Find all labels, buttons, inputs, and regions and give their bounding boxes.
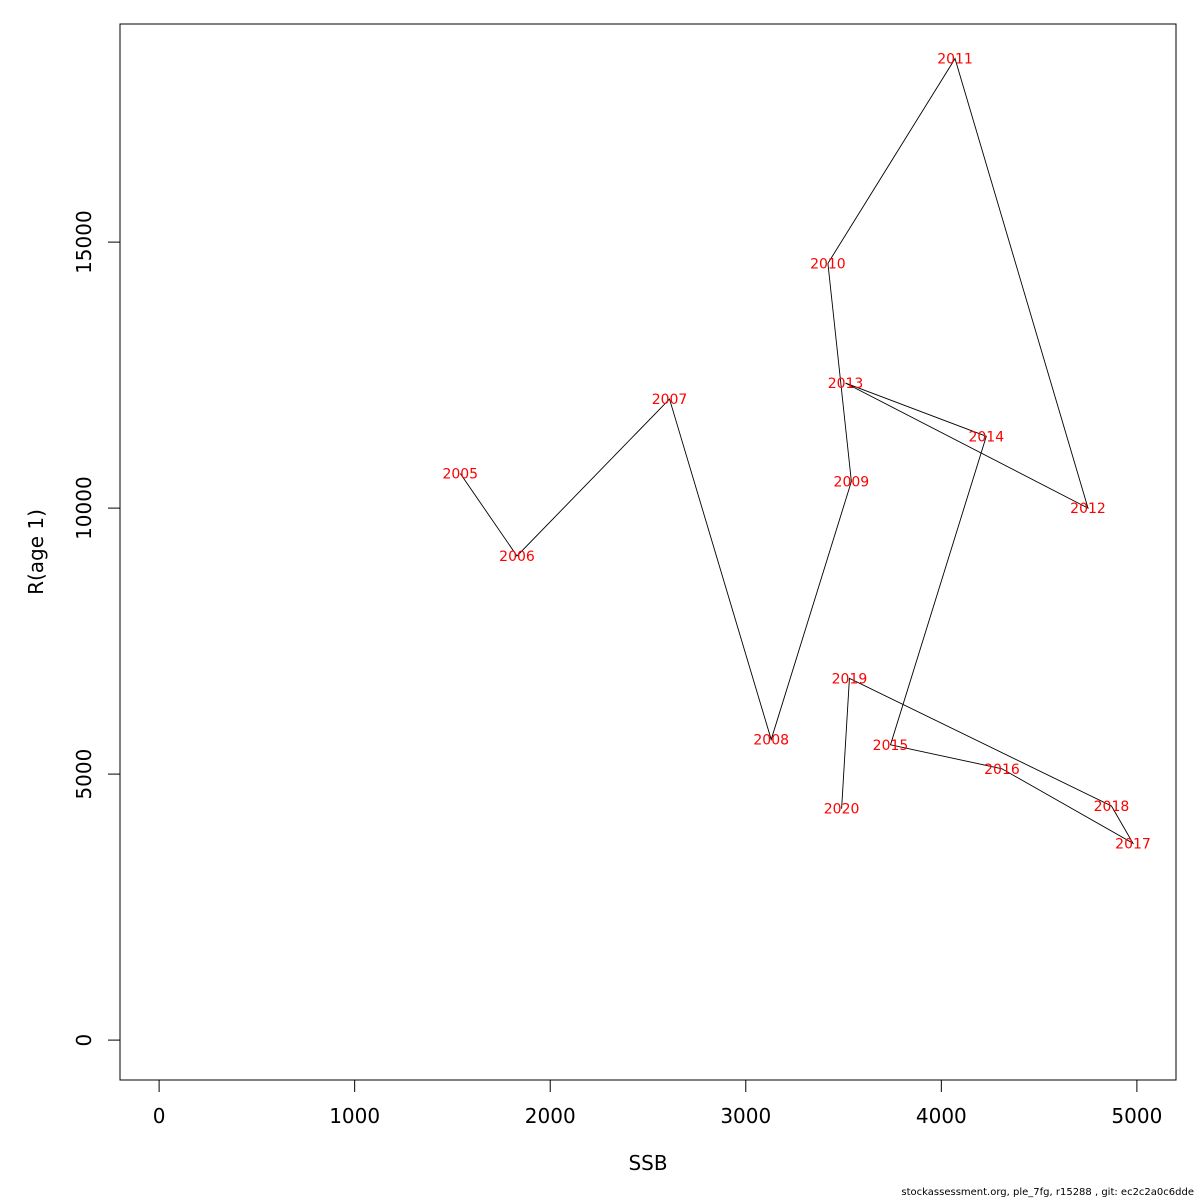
point-label-2007: 2007 bbox=[652, 392, 688, 408]
point-label-2006: 2006 bbox=[499, 549, 535, 565]
point-label-2010: 2010 bbox=[810, 256, 846, 272]
y-axis-label: R(age 1) bbox=[24, 509, 48, 595]
point-label-2018: 2018 bbox=[1094, 799, 1130, 815]
point-label-2013: 2013 bbox=[828, 376, 864, 392]
point-label-2008: 2008 bbox=[753, 733, 789, 749]
point-label-2020: 2020 bbox=[824, 802, 860, 818]
point-label-2017: 2017 bbox=[1115, 836, 1151, 852]
y-tick-label: 5000 bbox=[72, 749, 96, 800]
x-axis: 0 1000 2000 3000 4000 5000 bbox=[153, 1079, 1162, 1128]
point-label-2011: 2011 bbox=[937, 52, 973, 68]
x-tick-label: 5000 bbox=[1111, 1104, 1162, 1128]
x-tick-label: 1000 bbox=[329, 1104, 380, 1128]
y-tick-label: 15000 bbox=[72, 210, 96, 274]
series-path bbox=[459, 57, 1135, 845]
point-label-2016: 2016 bbox=[984, 762, 1020, 778]
footer-credit: stockassessment.org, ple_7fg, r15288 , g… bbox=[901, 1187, 1194, 1198]
plot-box bbox=[119, 23, 1177, 1081]
point-label-2014: 2014 bbox=[968, 429, 1004, 445]
x-tick-label: 2000 bbox=[525, 1104, 576, 1128]
y-axis: 0 5000 10000 15000 bbox=[72, 210, 121, 1047]
point-labels: 2005 2006 2007 2008 2009 2010 2011 2012 2013 2014… bbox=[442, 52, 1150, 853]
x-tick-label: 3000 bbox=[720, 1104, 771, 1128]
x-tick-label: 4000 bbox=[916, 1104, 967, 1128]
point-label-2009: 2009 bbox=[834, 475, 870, 491]
point-label-2012: 2012 bbox=[1070, 501, 1106, 517]
y-tick-label: 0 bbox=[72, 1034, 96, 1047]
y-tick-label: 10000 bbox=[72, 476, 96, 540]
point-label-2015: 2015 bbox=[873, 738, 909, 754]
x-tick-label: 0 bbox=[153, 1104, 166, 1128]
series-line bbox=[459, 57, 1135, 845]
x-axis-label: SSB bbox=[628, 1151, 667, 1175]
point-label-2019: 2019 bbox=[832, 671, 868, 687]
point-label-2005: 2005 bbox=[442, 467, 478, 483]
